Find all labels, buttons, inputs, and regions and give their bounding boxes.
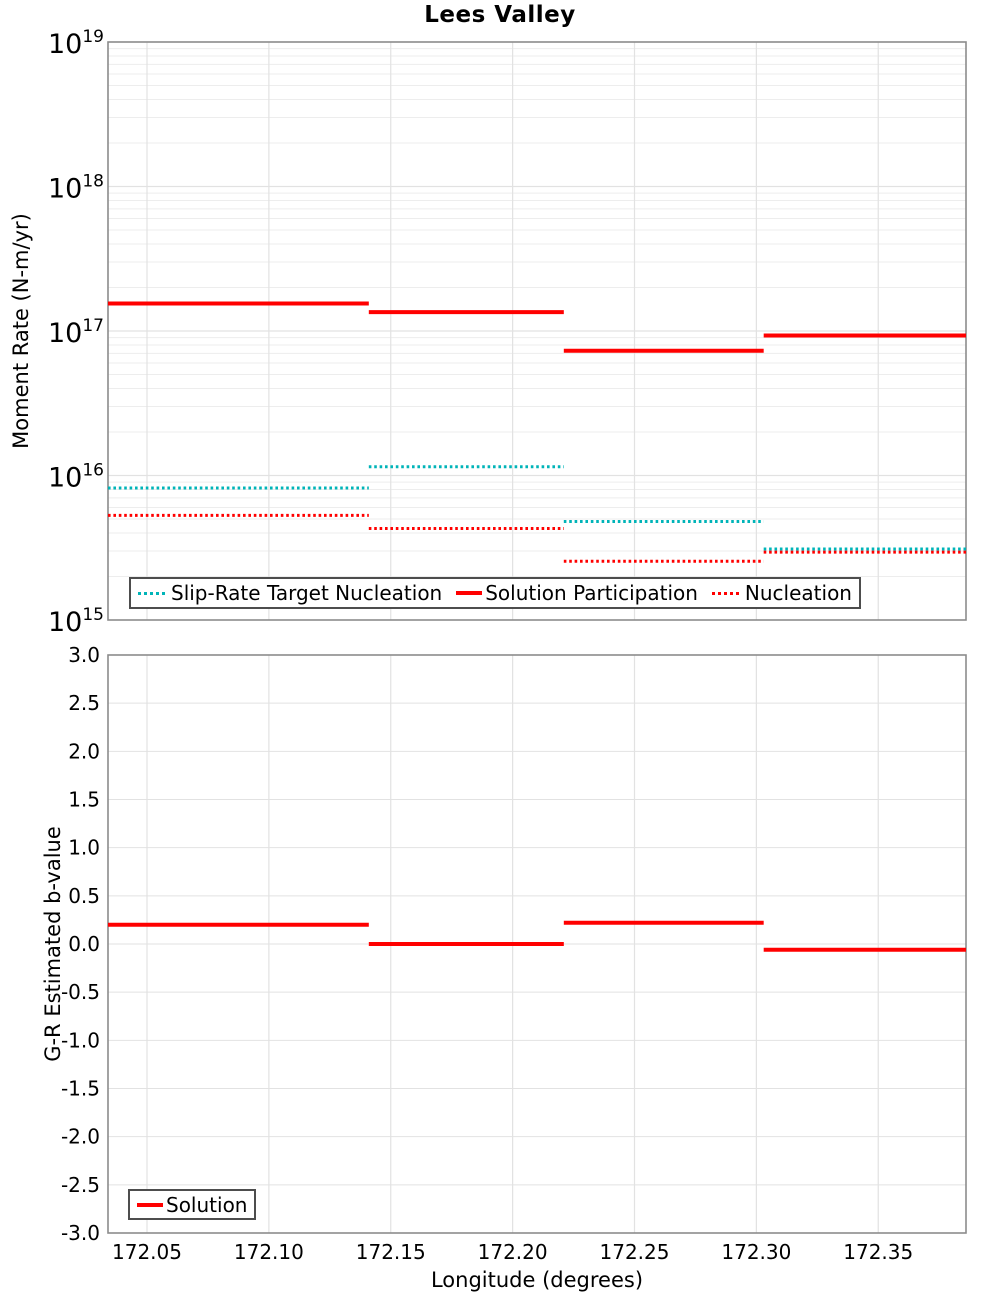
svg-text:-1.5: -1.5 — [61, 1077, 100, 1101]
svg-text:1016: 1016 — [48, 461, 104, 494]
bottom-y-axis-label: G-R Estimated b-value — [41, 826, 65, 1062]
svg-text:-3.0: -3.0 — [61, 1221, 100, 1245]
legend-item-nucleation: Nucleation — [711, 581, 852, 605]
svg-text:1.0: 1.0 — [68, 836, 100, 860]
legend-label: Solution Participation — [485, 581, 698, 605]
legend-item-solution: Solution — [137, 1193, 247, 1217]
svg-text:-2.0: -2.0 — [61, 1125, 100, 1149]
svg-text:172.15: 172.15 — [356, 1240, 426, 1264]
svg-text:172.35: 172.35 — [843, 1240, 913, 1264]
svg-text:1015: 1015 — [48, 605, 104, 638]
svg-text:-1.0: -1.0 — [61, 1028, 100, 1052]
legend-label: Nucleation — [744, 581, 852, 605]
svg-text:172.30: 172.30 — [721, 1240, 791, 1264]
svg-text:1019: 1019 — [48, 27, 104, 60]
legend-item-slip-rate-target-nucleation: Slip-Rate Target Nucleation — [138, 581, 442, 605]
svg-text:2.5: 2.5 — [68, 691, 100, 715]
red-solid-line-sample-icon — [137, 1202, 163, 1207]
chart-title: Lees Valley — [424, 2, 576, 28]
red-dotted-line-sample-icon — [711, 591, 742, 595]
legend-label: Slip-Rate Target Nucleation — [171, 581, 443, 605]
top-legend: Slip-Rate Target Nucleation Solution Par… — [129, 577, 861, 609]
bottom-legend: Solution — [128, 1189, 257, 1220]
svg-text:172.05: 172.05 — [112, 1240, 182, 1264]
legend-label: Solution — [166, 1192, 248, 1217]
svg-text:-2.5: -2.5 — [61, 1173, 100, 1197]
svg-text:-0.5: -0.5 — [61, 980, 100, 1004]
svg-text:2.0: 2.0 — [68, 739, 100, 763]
x-axis-label: Longitude (degrees) — [430, 1268, 644, 1292]
top-y-axis-label: Moment Rate (N-m/yr) — [9, 213, 33, 449]
legend-item-solution-participation: Solution Participation — [456, 581, 698, 605]
svg-text:0.5: 0.5 — [68, 884, 100, 908]
svg-text:1018: 1018 — [48, 172, 104, 205]
svg-text:0.0: 0.0 — [68, 932, 100, 956]
svg-text:1.5: 1.5 — [68, 788, 100, 812]
svg-text:172.10: 172.10 — [234, 1240, 304, 1264]
svg-text:3.0: 3.0 — [68, 643, 100, 667]
teal-dotted-line-sample-icon — [138, 591, 168, 595]
red-solid-line-sample-icon — [456, 591, 483, 595]
svg-text:172.20: 172.20 — [478, 1240, 548, 1264]
svg-text:172.25: 172.25 — [600, 1240, 670, 1264]
svg-text:1017: 1017 — [48, 316, 104, 349]
